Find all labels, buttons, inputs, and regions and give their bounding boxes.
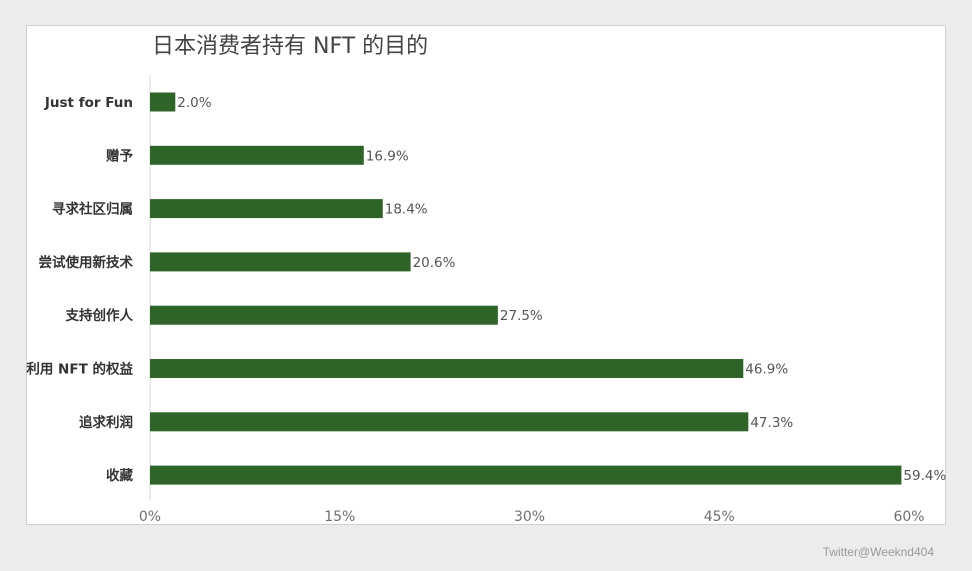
value-label: 2.0% (177, 95, 211, 111)
value-label: 27.5% (500, 308, 543, 324)
x-tick-label: 30% (514, 509, 545, 525)
value-label: 46.9% (745, 362, 788, 378)
category-label: 寻求社区归属 (52, 201, 133, 218)
x-tick-label: 60% (893, 509, 924, 525)
bar (150, 305, 498, 325)
category-label: 追求利润 (79, 414, 133, 431)
value-label: 20.6% (413, 255, 456, 271)
value-label: 18.4% (385, 202, 428, 218)
bar (150, 412, 749, 432)
x-tick-label: 45% (704, 509, 735, 525)
category-label: 支持创作人 (65, 307, 134, 324)
category-label: 赠予 (106, 147, 133, 164)
value-label: 47.3% (750, 415, 793, 431)
category-label: 收藏 (106, 467, 133, 484)
watermark: Twitter@Weeknd404 (822, 545, 934, 559)
category-label: 尝试使用新技术 (39, 254, 134, 271)
value-label: 16.9% (366, 148, 409, 164)
x-tick-label: 15% (324, 509, 355, 525)
value-label: 59.4% (903, 468, 946, 484)
x-tick-label: 0% (139, 509, 161, 525)
category-label: Just for Fun (44, 95, 133, 111)
bar (150, 359, 744, 378)
chart-frame (26, 25, 946, 525)
bar (150, 252, 411, 272)
bar (150, 145, 364, 165)
bar (150, 465, 902, 485)
chart-title: 日本消费者持有 NFT 的目的 (152, 34, 429, 59)
bar (150, 92, 176, 112)
bar (150, 199, 383, 219)
category-label: 利用 NFT 的权益 (26, 361, 133, 378)
